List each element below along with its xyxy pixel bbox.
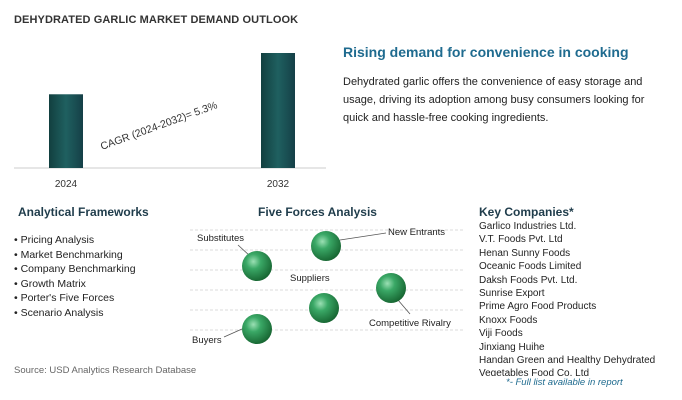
framework-item: Company Benchmarking bbox=[14, 262, 136, 277]
bar-chart: 2024 2032 CAGR (2024-2032)= 5.3% bbox=[14, 53, 326, 190]
x-tick-label-2024: 2024 bbox=[55, 179, 78, 190]
companies-footnote: *- Full list available in report bbox=[506, 377, 623, 388]
x-tick-label-2032: 2032 bbox=[267, 179, 290, 190]
company-item: Henan Sunny Foods bbox=[479, 247, 571, 259]
framework-item: Market Benchmarking bbox=[14, 248, 136, 263]
company-item: Daksh Foods Pvt. Ltd. bbox=[479, 274, 578, 286]
insight-headline: Rising demand for convenience in cooking bbox=[343, 44, 629, 60]
company-item: Jinxiang Huihe bbox=[479, 341, 545, 353]
sphere-substitutes bbox=[242, 251, 272, 281]
label-competitive-rivalry: Competitive Rivalry bbox=[369, 318, 451, 329]
companies-title: Key Companies* bbox=[479, 205, 574, 219]
frameworks-list: Pricing Analysis Market Benchmarking Com… bbox=[14, 233, 136, 321]
sphere-suppliers bbox=[309, 293, 339, 323]
label-suppliers: Suppliers bbox=[290, 273, 330, 284]
guide-lines bbox=[190, 229, 465, 331]
frameworks-title: Analytical Frameworks bbox=[18, 205, 149, 219]
sphere-new-entrants bbox=[311, 231, 341, 261]
company-item: Viji Foods bbox=[479, 328, 523, 340]
companies-list: Garlico Industries Ltd. V.T. Foods Pvt. … bbox=[479, 220, 679, 376]
sphere-competitive-rivalry bbox=[376, 273, 406, 303]
company-item: Knoxx Foods bbox=[479, 314, 538, 326]
leader-lines bbox=[223, 232, 411, 338]
bar-2024 bbox=[49, 94, 83, 168]
framework-item: Pricing Analysis bbox=[14, 233, 136, 248]
sphere-buyers bbox=[242, 314, 272, 344]
company-item: Handan Green and Healthy Dehydrated Vege… bbox=[479, 355, 656, 376]
framework-item: Growth Matrix bbox=[14, 277, 136, 292]
insight-description: Dehydrated garlic offers the convenience… bbox=[343, 76, 645, 124]
label-buyers: Buyers bbox=[192, 335, 222, 346]
framework-item: Porter's Five Forces bbox=[14, 291, 136, 306]
cagr-annotation: CAGR (2024-2032)= 5.3% bbox=[99, 99, 219, 152]
company-item: V.T. Foods Pvt. Ltd bbox=[479, 234, 563, 246]
bar-2032 bbox=[261, 53, 295, 168]
report-title: DEHYDRATED GARLIC MARKET DEMAND OUTLOOK bbox=[14, 14, 299, 26]
framework-item: Scenario Analysis bbox=[14, 306, 136, 321]
five-forces-title: Five Forces Analysis bbox=[258, 205, 377, 219]
company-item: Sunrise Export bbox=[479, 288, 545, 300]
company-item: Oceanic Foods Limited bbox=[479, 261, 582, 273]
source-note: Source: USD Analytics Research Database bbox=[14, 365, 197, 376]
company-item: Garlico Industries Ltd. bbox=[479, 221, 577, 232]
company-item: Prime Agro Food Products bbox=[479, 301, 597, 313]
label-substitutes: Substitutes bbox=[197, 233, 244, 244]
label-new-entrants: New Entrants bbox=[388, 227, 445, 238]
